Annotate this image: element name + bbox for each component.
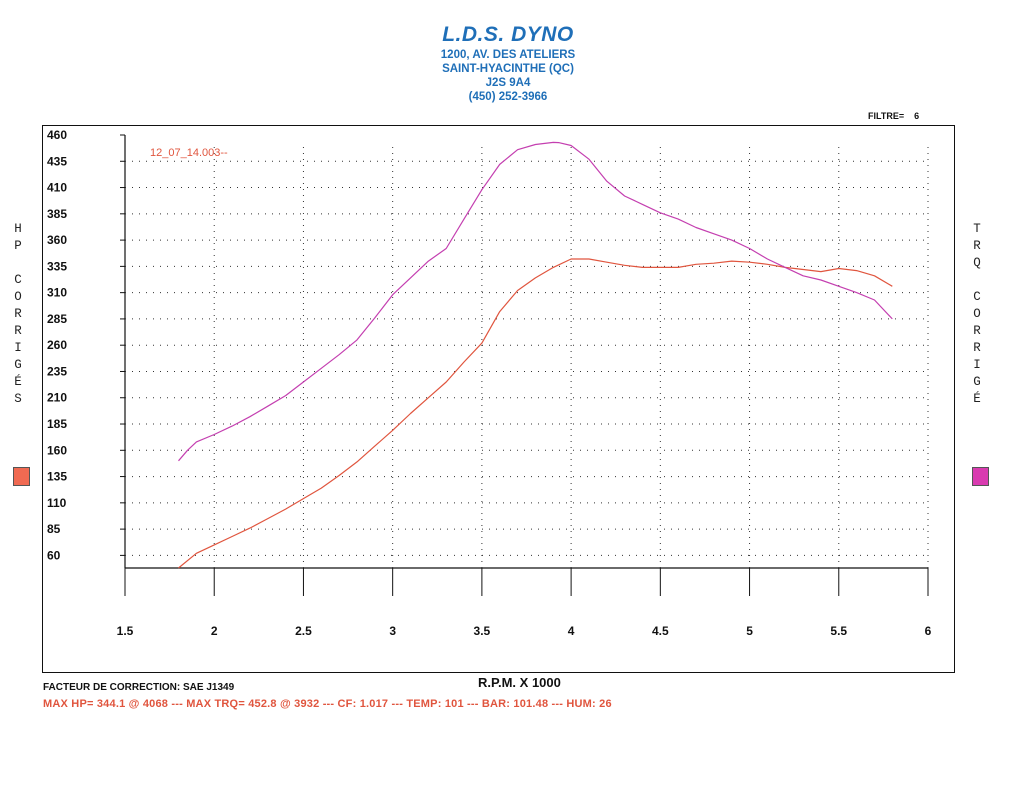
trq-letter: R <box>973 341 981 355</box>
y-tick-label: 110 <box>47 496 67 510</box>
y-tick-label: 410 <box>47 181 67 195</box>
trq-letter: G <box>973 375 981 389</box>
trq-letter: É <box>973 392 981 406</box>
y-tick-label: 160 <box>47 443 67 457</box>
x-tick-label: 2 <box>211 624 218 638</box>
hp-letter: G <box>14 358 22 372</box>
trq-letter: T <box>973 222 981 236</box>
run-summary: MAX HP= 344.1 @ 4068 --- MAX TRQ= 452.8 … <box>43 698 612 710</box>
filter-setting: FILTRE= 6 <box>868 111 919 121</box>
trq-letter: I <box>973 358 981 372</box>
chart-frame <box>42 125 955 673</box>
hp-letter: S <box>14 392 22 406</box>
hp-letter: H <box>14 222 22 236</box>
y-tick-label: 60 <box>47 548 61 562</box>
filter-value: 6 <box>914 111 920 121</box>
y-tick-label: 460 <box>47 128 67 142</box>
trq-curve <box>178 141 893 462</box>
hp-letter: R <box>14 324 22 338</box>
address-line-1: 1200, AV. DES ATELIERS <box>440 49 576 61</box>
run-label: 12_07_14.003-- <box>150 147 228 159</box>
y-tick-label: 360 <box>47 233 67 247</box>
hp-letter: R <box>14 307 22 321</box>
y-tick-label: 185 <box>47 417 67 431</box>
x-tick-label: 6 <box>925 624 932 638</box>
hp-legend-swatch <box>13 467 30 486</box>
phone-number: (450) 252-3966 <box>468 91 548 103</box>
x-tick-label: 5.5 <box>830 624 847 638</box>
y-tick-label: 435 <box>47 154 67 168</box>
hp-letter: É <box>14 375 22 389</box>
y-tick-label: 285 <box>47 312 67 326</box>
hp-letter: C <box>14 273 22 287</box>
y-tick-label: 335 <box>47 259 67 273</box>
postal-code: J2S 9A4 <box>485 77 531 89</box>
trq-letter: C <box>973 290 981 304</box>
trq-letter: R <box>973 239 981 253</box>
x-tick-label: 2.5 <box>295 624 312 638</box>
x-axis-label: R.P.M. X 1000 <box>478 675 561 690</box>
x-tick-label: 4.5 <box>652 624 669 638</box>
trq-letter: R <box>973 324 981 338</box>
hp-letter <box>11 255 25 272</box>
y-tick-label: 135 <box>47 470 67 484</box>
y-tick-label: 235 <box>47 364 67 378</box>
trq-letter: O <box>973 307 981 321</box>
filter-label: FILTRE= <box>868 111 905 121</box>
trq-legend-swatch <box>972 467 989 486</box>
x-tick-labels: 1.5 2 2.5 3 3.5 4 4.5 5 5.5 6 <box>117 624 932 638</box>
hp-curve <box>178 258 893 569</box>
address-line-2: SAINT-HYACINTHE (QC) <box>442 63 574 75</box>
y-tick-labels: 460 435 410 385 360 335 310 285 260 235 210 185 160 1… <box>47 128 67 562</box>
hp-letter: O <box>14 290 22 304</box>
hp-letter: P <box>14 239 22 253</box>
y-tick-label: 260 <box>47 338 67 352</box>
y-tick-label: 310 <box>47 286 67 300</box>
y-tick-label: 385 <box>47 207 67 221</box>
x-tick-label: 1.5 <box>117 624 134 638</box>
x-tick-label: 5 <box>746 624 753 638</box>
y-tick-label: 85 <box>47 522 61 536</box>
shop-title: L.D.S. DYNO <box>442 23 574 46</box>
report-header: L.D.S. DYNO 1200, AV. DES ATELIERS SAINT… <box>0 22 1016 104</box>
chart-series <box>178 141 893 569</box>
x-tick-label: 4 <box>568 624 575 638</box>
y-tick-label: 210 <box>47 391 67 405</box>
trq-letter <box>970 272 984 289</box>
x-tick-label: 3 <box>389 624 396 638</box>
correction-factor: FACTEUR DE CORRECTION: SAE J1349 <box>43 682 235 693</box>
x-tick-label: 3.5 <box>474 624 491 638</box>
trq-letter: Q <box>973 256 981 270</box>
hp-letter: I <box>14 341 22 355</box>
chart-grid <box>120 134 929 596</box>
